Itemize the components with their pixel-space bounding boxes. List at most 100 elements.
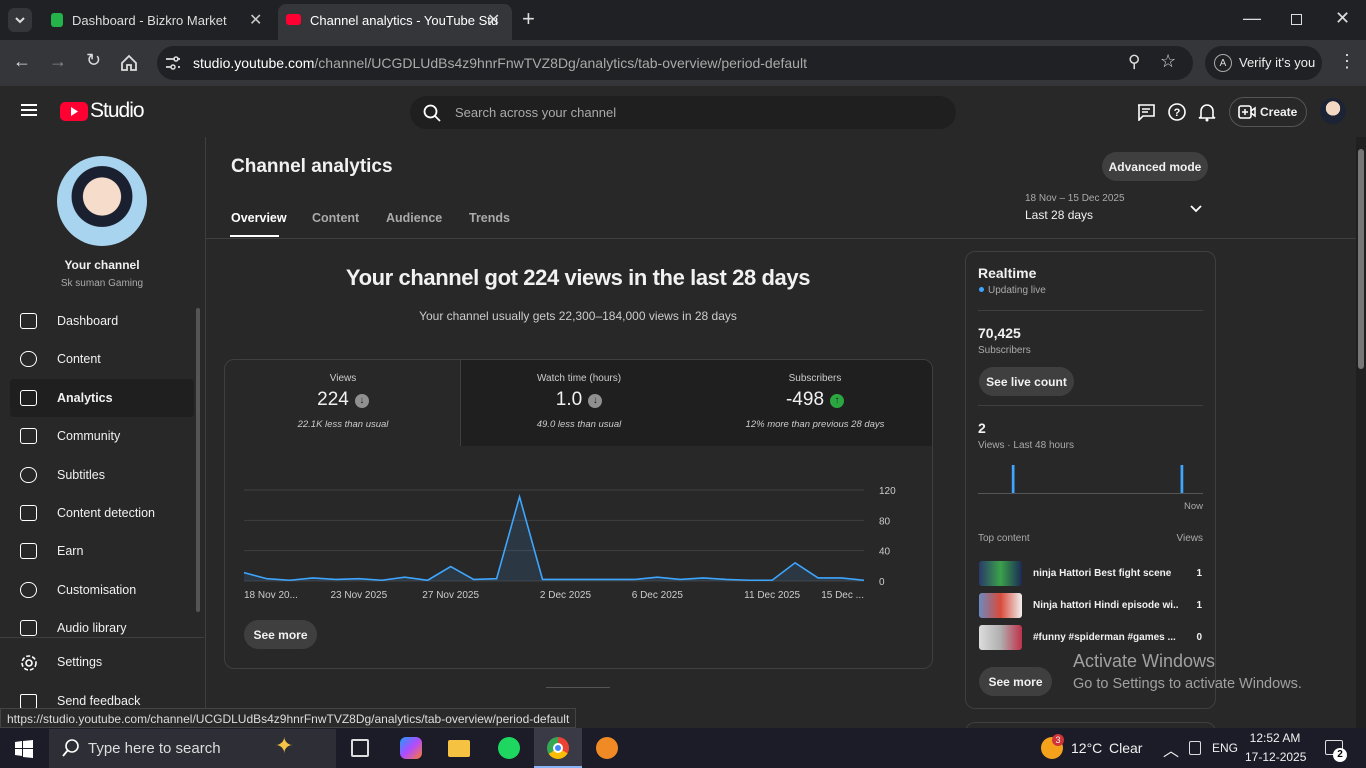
fl-studio[interactable] [596, 737, 618, 759]
metric-number: 1.0 [555, 389, 583, 410]
tab-title[interactable]: Channel analytics - YouTube Stu [310, 13, 499, 28]
search-box[interactable] [410, 96, 956, 129]
x-tick-label: 11 Dec 2025 [744, 590, 800, 601]
see-live-count[interactable]: See live count [979, 367, 1074, 396]
site-info[interactable] [164, 54, 182, 72]
y-tick-label: 120 [879, 486, 896, 497]
feedback-icon[interactable] [1136, 103, 1156, 121]
taskbar-search[interactable] [49, 729, 336, 768]
menu-item[interactable]: Earn [57, 544, 84, 558]
x-tick-label: 2 Dec 2025 [540, 590, 592, 601]
content-title[interactable]: ninja Hattori Best fight scene [1033, 568, 1172, 579]
task-view[interactable] [351, 739, 369, 757]
menu-item[interactable]: Community [57, 429, 121, 443]
period-chevron[interactable] [1189, 203, 1203, 215]
channel-avatar[interactable] [57, 156, 147, 246]
metric-value[interactable]: -498 ↑ [697, 389, 933, 411]
y-tick-label: 0 [879, 577, 885, 588]
metric-value[interactable]: 224 ↓ [225, 389, 461, 411]
selected-item[interactable] [10, 379, 194, 417]
metric-label[interactable]: Watch time (hours) [536, 373, 622, 384]
menu-item[interactable]: Audio library [57, 621, 127, 635]
tab-close[interactable]: ✕ [249, 12, 263, 29]
bookmark[interactable]: ☆ [1160, 51, 1177, 71]
realtime-title: Realtime [978, 265, 1037, 281]
close-window[interactable]: ✕ [1335, 8, 1351, 28]
clock-date[interactable]: 17-12-2025 [1245, 750, 1307, 764]
see-more[interactable]: See more [979, 667, 1052, 696]
period[interactable]: Last 28 days [1025, 208, 1094, 222]
url-host: studio.youtube.com [193, 55, 315, 71]
menu-icon [20, 582, 37, 598]
tab-title[interactable]: Dashboard - Bizkro Market [72, 13, 227, 28]
zoom[interactable]: ⚲ [1128, 52, 1141, 71]
logo[interactable]: Studio [90, 99, 145, 122]
page-scrollbar [1356, 137, 1366, 728]
minimize[interactable]: — [1243, 8, 1261, 28]
thumbnail[interactable] [979, 625, 1022, 650]
address-bar[interactable] [157, 46, 1193, 80]
file-explorer[interactable] [448, 740, 470, 757]
metric-label[interactable]: Views [329, 373, 357, 384]
language[interactable]: ENG [1212, 741, 1239, 755]
search-placeholder: Search across your channel [455, 105, 617, 120]
url[interactable]: studio.youtube.com/channel/UCGDLUdBs4z9h… [193, 55, 807, 71]
tab-search[interactable] [8, 8, 32, 32]
see-more[interactable]: See more [244, 620, 317, 649]
x-tick-label: 18 Nov 20... [244, 590, 298, 601]
metric-value[interactable]: 1.0 ↓ [461, 389, 697, 411]
x-tick-label: 6 Dec 2025 [632, 590, 684, 601]
sidebar-divider [205, 137, 206, 728]
content-title[interactable]: #funny #spiderman #games ... [1033, 632, 1176, 643]
verify-text[interactable]: Verify it's you [1239, 55, 1316, 70]
active-tab[interactable] [278, 4, 512, 40]
account-avatar[interactable] [1320, 98, 1346, 124]
menu-item[interactable]: Analytics [57, 391, 113, 405]
clock-time[interactable]: 12:52 AM [1249, 731, 1301, 745]
metric-label[interactable]: Subscribers [788, 373, 842, 384]
thumbnail[interactable] [979, 561, 1022, 586]
new-tab[interactable]: + [522, 6, 535, 31]
menu-icon [20, 620, 37, 636]
realtime-views: 2 [978, 420, 986, 436]
trend-icon: ↓ [588, 394, 603, 408]
tab[interactable]: Overview [231, 211, 287, 225]
menu-item[interactable]: Dashboard [57, 314, 119, 328]
settings[interactable]: Settings [57, 655, 103, 669]
weather-badge: 3 [1052, 734, 1064, 746]
y-tick-label: 80 [879, 516, 891, 527]
tab[interactable]: Audience [386, 211, 443, 225]
back[interactable]: ← [13, 51, 31, 71]
maximize[interactable] [1291, 14, 1302, 25]
help-icon[interactable]: ? [1167, 102, 1187, 122]
reload[interactable]: ↻ [86, 50, 102, 70]
menu-item[interactable]: Subtitles [57, 468, 105, 482]
trend-icon: ↓ [354, 394, 369, 408]
favicon [286, 14, 301, 25]
menu-item[interactable]: Customisation [57, 583, 137, 597]
create-text[interactable]: Create [1260, 105, 1298, 119]
notifications-icon[interactable] [1198, 102, 1216, 122]
thumbnail[interactable] [979, 593, 1022, 618]
send-feedback[interactable]: Send feedback [57, 694, 141, 708]
channel-label: Your channel [64, 258, 140, 272]
home[interactable] [120, 54, 138, 72]
create-button[interactable] [1229, 97, 1307, 127]
hamburger[interactable] [21, 104, 37, 106]
tab[interactable]: Trends [469, 211, 510, 225]
menu-item[interactable]: Content [57, 352, 101, 366]
forward[interactable]: → [49, 51, 67, 71]
menu-item[interactable]: Content detection [57, 506, 155, 520]
metric-divider [460, 360, 461, 446]
metric-number: -498 [785, 389, 825, 410]
tray-icon[interactable] [1189, 741, 1201, 755]
menu[interactable]: ⋮ [1338, 51, 1356, 71]
tray-chevron[interactable]: ︿ [1163, 743, 1180, 760]
content-title[interactable]: Ninja hattori Hindi episode wi... [1033, 600, 1178, 611]
copilot-app[interactable] [400, 737, 422, 759]
tab-close[interactable]: ✕ [487, 12, 501, 29]
advanced-mode[interactable]: Advanced mode [1102, 152, 1208, 181]
spotify[interactable] [498, 737, 520, 759]
tab[interactable]: Content [312, 211, 360, 225]
start-button[interactable] [15, 740, 33, 758]
